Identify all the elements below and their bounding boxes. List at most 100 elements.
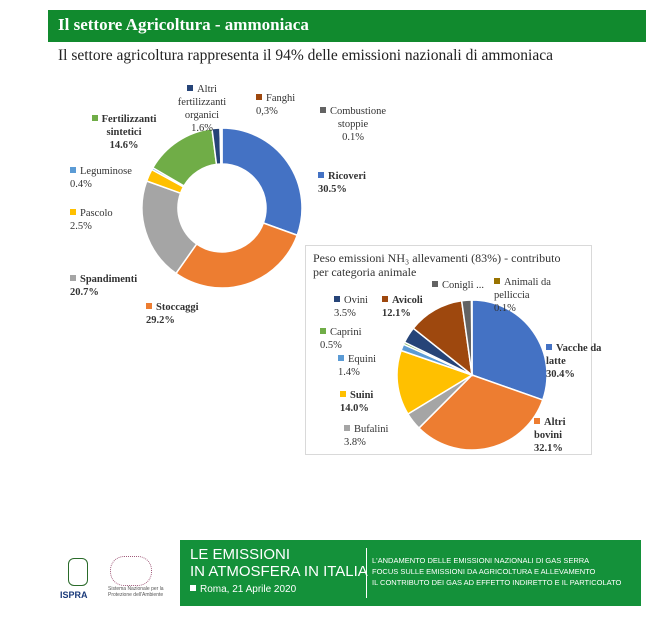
value-label: 12.1% — [382, 308, 411, 319]
slide-subtitle: Il settore agricoltura rappresenta il 94… — [58, 47, 553, 64]
pie-title: Peso emissioni NH₃ allevamenti (83%) - c… — [313, 251, 561, 279]
category-label: Fertilizzanti sintetici — [101, 114, 157, 138]
category-label: Altri bovini — [534, 417, 566, 441]
value-label: 20.7% — [70, 287, 99, 298]
value-label: 14.0% — [340, 403, 369, 414]
logo-emblem — [68, 558, 88, 586]
slice — [471, 299, 548, 401]
data-label: Fertilizzanti sintetici 14.6% — [88, 113, 160, 152]
slice — [221, 127, 303, 237]
footer-logo-caption: Sistema Nazionale per la Protezione dell… — [108, 586, 164, 598]
label-marker — [546, 344, 552, 350]
label-marker — [319, 107, 326, 113]
data-label: Stoccaggi 29.2% — [146, 301, 206, 327]
category-label: Animali da pelliccia — [494, 277, 551, 301]
value-label: 0.1% — [494, 303, 516, 314]
data-label: Combustione stoppie 0.1% — [314, 105, 392, 144]
label-marker — [70, 275, 76, 281]
slice — [417, 374, 544, 451]
label-marker — [320, 328, 326, 334]
value-label: 0,3% — [256, 106, 278, 117]
value-label: 30.4% — [546, 369, 575, 380]
value-label: 14.6% — [109, 140, 139, 151]
data-label: Altri bovini 32.1% — [534, 416, 594, 455]
label-marker — [382, 296, 388, 302]
data-label: Conigli ... — [432, 279, 492, 292]
slide-title: Il settore Agricoltura - ammoniaca — [58, 15, 309, 34]
category-label: Ricoveri — [328, 171, 366, 182]
value-label: 0.5% — [320, 340, 342, 351]
footer-logo-text: ISPRA — [60, 590, 88, 600]
value-label: 1.6% — [191, 123, 213, 134]
value-label: 0.4% — [70, 179, 92, 190]
header-bar — [48, 10, 646, 42]
banner-line-2: IN ATMOSFERA IN ITALIA — [190, 563, 368, 580]
data-label: Equini 1.4% — [338, 353, 388, 379]
label-marker — [256, 94, 262, 100]
topic-1: L'ANDAMENTO DELLE EMISSIONI NAZIONALI DI… — [372, 556, 590, 565]
pie-panel — [305, 245, 592, 455]
category-label: Spandimenti — [80, 274, 138, 285]
slice — [174, 222, 299, 289]
data-label: Pascolo 2.5% — [70, 207, 130, 233]
label-marker — [70, 209, 76, 215]
value-label: 29.2% — [146, 315, 175, 326]
category-label: Leguminose — [80, 166, 132, 177]
data-label: Ricoveri 30.5% — [318, 170, 378, 196]
category-label: Vacche da latte — [546, 343, 602, 367]
footer-banner — [180, 540, 641, 606]
slice — [220, 127, 223, 165]
data-label: Spandimenti 20.7% — [70, 273, 150, 299]
label-marker — [146, 303, 152, 309]
category-label: Suini — [350, 390, 374, 401]
label-marker — [432, 281, 438, 287]
category-label: Altri fertilizzanti organici — [177, 84, 227, 121]
data-label: Vacche da latte 30.4% — [546, 342, 616, 381]
slice — [396, 349, 474, 416]
topic-3: IL CONTRIBUTO DEI GAS AD EFFETTO INDIRET… — [372, 578, 622, 587]
data-label: Animali da pelliccia 0.1% — [494, 276, 589, 315]
category-label: Fanghi — [266, 93, 296, 104]
label-marker — [534, 418, 540, 424]
label-marker — [91, 115, 98, 121]
data-label: Fanghi 0,3% — [256, 92, 306, 118]
category-label: Avicoli — [392, 295, 423, 306]
data-label: Bufalini 3.8% — [344, 423, 399, 449]
data-label: Altri fertilizzanti organici 1.6% — [162, 83, 242, 135]
category-label: Stoccaggi — [156, 302, 199, 313]
category-label: Combustione stoppie — [329, 106, 386, 130]
value-label: 3.8% — [344, 437, 366, 448]
banner-line-1: LE EMISSIONI — [190, 546, 291, 563]
value-label: 3.5% — [334, 308, 356, 319]
category-label: Caprini — [330, 327, 362, 338]
data-label: Ovini 3.5% — [334, 294, 374, 320]
label-marker — [340, 391, 346, 397]
label-marker — [494, 278, 500, 284]
banner-divider — [366, 548, 367, 598]
topic-2: FOCUS SULLE EMISSIONI DA AGRICOLTURA E A… — [372, 567, 596, 576]
value-label: 32.1% — [534, 443, 563, 454]
logo-circles — [110, 556, 152, 586]
value-label: 30.5% — [318, 184, 347, 195]
category-label: Pascolo — [80, 208, 113, 219]
category-label: Ovini — [344, 295, 368, 306]
label-marker — [334, 296, 340, 302]
label-marker — [338, 355, 344, 361]
data-label: Suini 14.0% — [340, 389, 390, 415]
value-label: 2.5% — [70, 221, 92, 232]
label-marker — [187, 85, 194, 91]
category-label: Conigli ... — [442, 280, 485, 291]
data-label: Caprini 0.5% — [320, 326, 370, 352]
value-label: 0.1% — [342, 132, 364, 143]
banner-date: Roma, 21 Aprile 2020 — [190, 584, 296, 595]
label-marker — [344, 425, 350, 431]
value-label: 1.4% — [338, 367, 360, 378]
data-label: Avicoli 12.1% — [382, 294, 427, 320]
label-marker — [70, 167, 76, 173]
date: Roma, 21 Aprile 2020 — [200, 584, 297, 595]
category-label: Bufalini — [354, 424, 389, 435]
category-label: Equini — [348, 354, 376, 365]
label-marker — [318, 172, 324, 178]
